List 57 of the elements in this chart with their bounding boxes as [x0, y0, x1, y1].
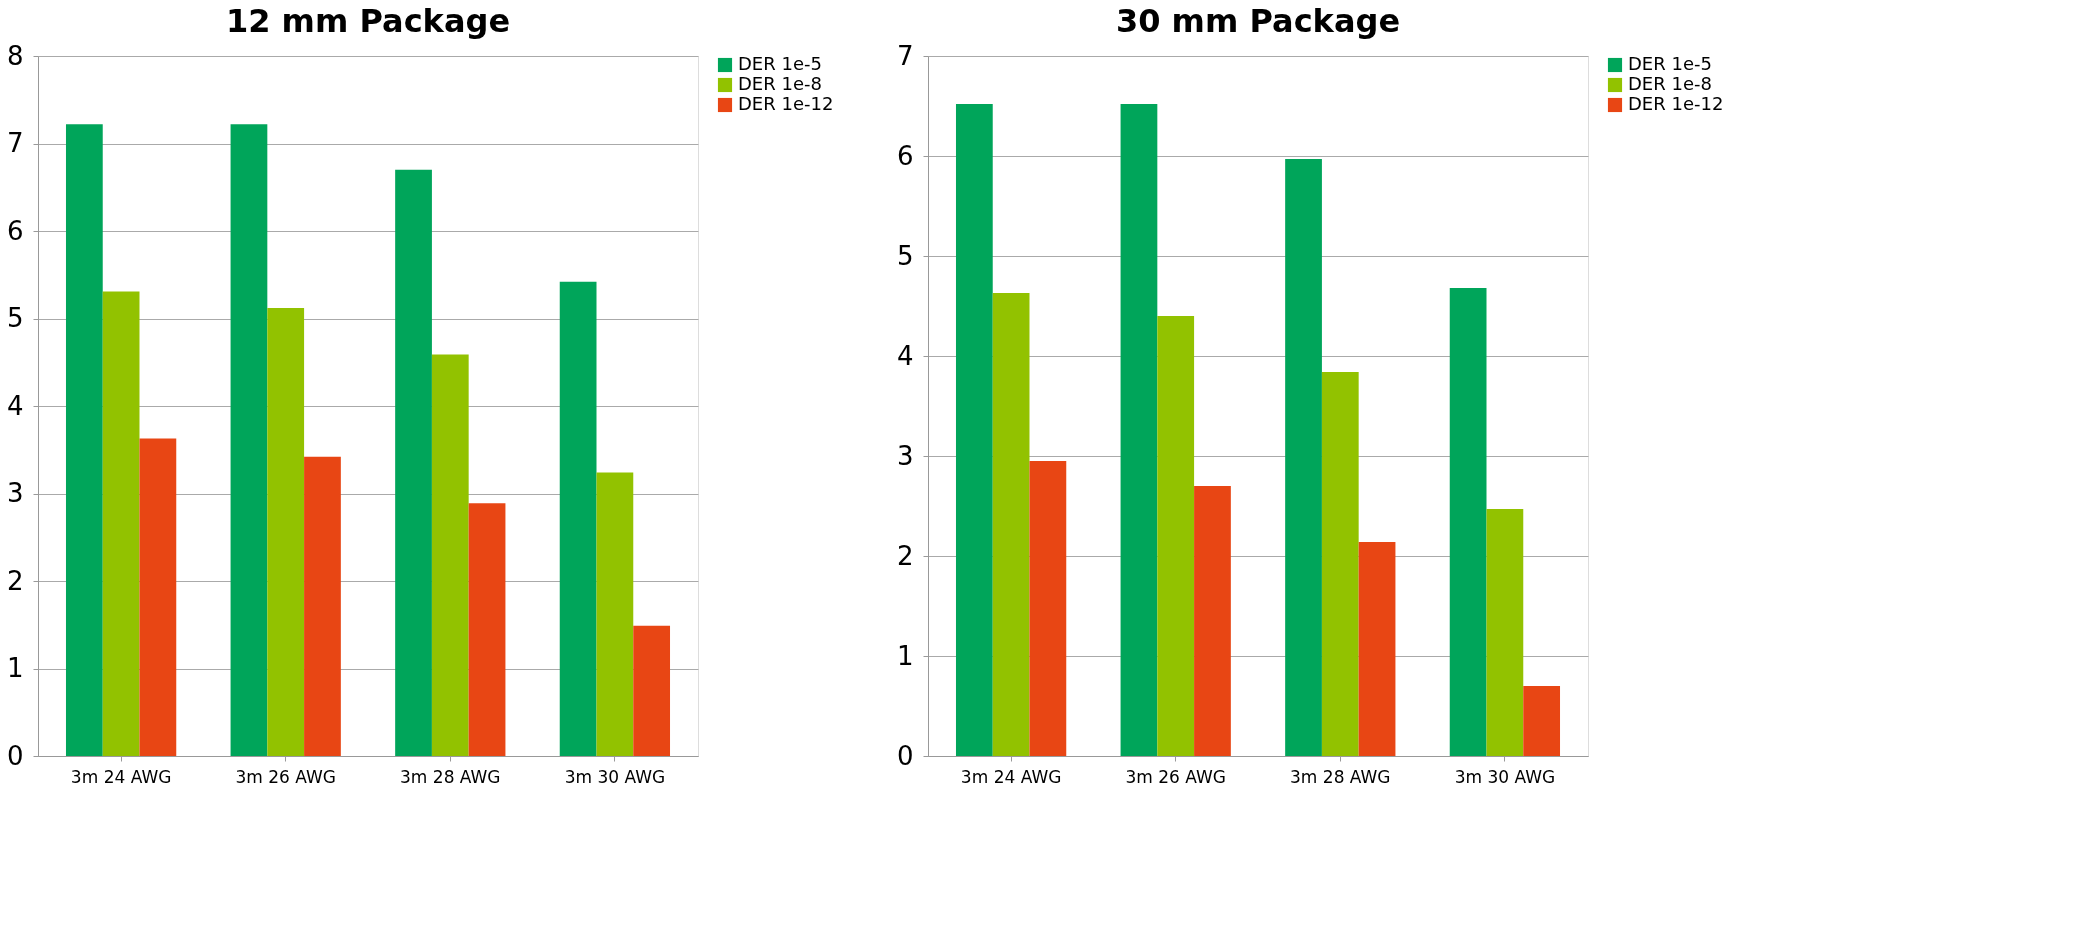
- legend-label: DER 1e-5: [1628, 53, 1712, 74]
- bar: [1285, 159, 1322, 756]
- bar: [230, 124, 268, 756]
- bar: [431, 354, 469, 756]
- y-tick-label: 4: [6, 390, 24, 421]
- x-tick-label: 3m 26 AWG: [1125, 766, 1226, 787]
- x-tick-label: 3m 30 AWG: [564, 766, 666, 787]
- y-tick-label: 7: [896, 40, 914, 71]
- legend-label: DER 1e-5: [738, 53, 822, 74]
- y-tick-label: 3: [6, 478, 24, 508]
- bar: [267, 308, 305, 756]
- chart-title: 30 mm Package: [1115, 2, 1401, 40]
- x-tick-label: 3m 30 AWG: [1454, 766, 1556, 787]
- y-tick-label: 5: [6, 303, 24, 333]
- bar: [395, 169, 432, 756]
- legend-label: DER 1e-12: [1628, 93, 1724, 114]
- y-tick-label: 0: [896, 740, 914, 771]
- bar: [1486, 509, 1524, 756]
- bar: [1120, 104, 1158, 756]
- bar: [559, 281, 597, 756]
- y-tick-label: 1: [896, 640, 914, 671]
- y-tick-label: 2: [6, 565, 24, 596]
- x-tick-label: 3m 28 AWG: [1290, 766, 1391, 787]
- bar: [468, 503, 506, 756]
- y-tick-label: 3: [896, 440, 914, 471]
- bar: [304, 456, 341, 756]
- bar: [1157, 316, 1195, 756]
- legend-label: DER 1e-8: [738, 73, 822, 94]
- bar: [1321, 372, 1359, 756]
- chart-title: 12 mm Package: [225, 2, 511, 40]
- x-tick-label: 3m 24 AWG: [70, 766, 172, 787]
- bar: [992, 293, 1030, 756]
- bar: [102, 291, 140, 756]
- legend-label: DER 1e-8: [1628, 73, 1712, 94]
- y-tick-label: 8: [6, 40, 24, 71]
- bar: [1029, 461, 1067, 756]
- bar: [596, 472, 634, 756]
- bar: [633, 625, 671, 756]
- x-tick-label: 3m 24 AWG: [960, 766, 1062, 787]
- bar: [955, 104, 993, 756]
- bar: [1523, 686, 1561, 756]
- y-tick-label: 6: [896, 140, 914, 171]
- y-tick-label: 5: [896, 240, 914, 271]
- y-tick-label: 2: [896, 540, 914, 571]
- y-tick-label: 4: [896, 340, 914, 371]
- y-tick-label: 0: [6, 740, 24, 771]
- bar: [65, 124, 103, 756]
- bar: [1449, 288, 1487, 756]
- bar: [1358, 542, 1396, 756]
- legend-label: DER 1e-12: [738, 93, 834, 114]
- y-tick-label: 6: [6, 215, 24, 246]
- x-tick-label: 3m 28 AWG: [400, 766, 501, 787]
- bar: [139, 438, 177, 756]
- y-tick-label: 7: [6, 128, 24, 158]
- y-tick-label: 1: [6, 653, 24, 683]
- x-tick-label: 3m 26 AWG: [235, 766, 336, 787]
- bar: [1194, 486, 1231, 756]
